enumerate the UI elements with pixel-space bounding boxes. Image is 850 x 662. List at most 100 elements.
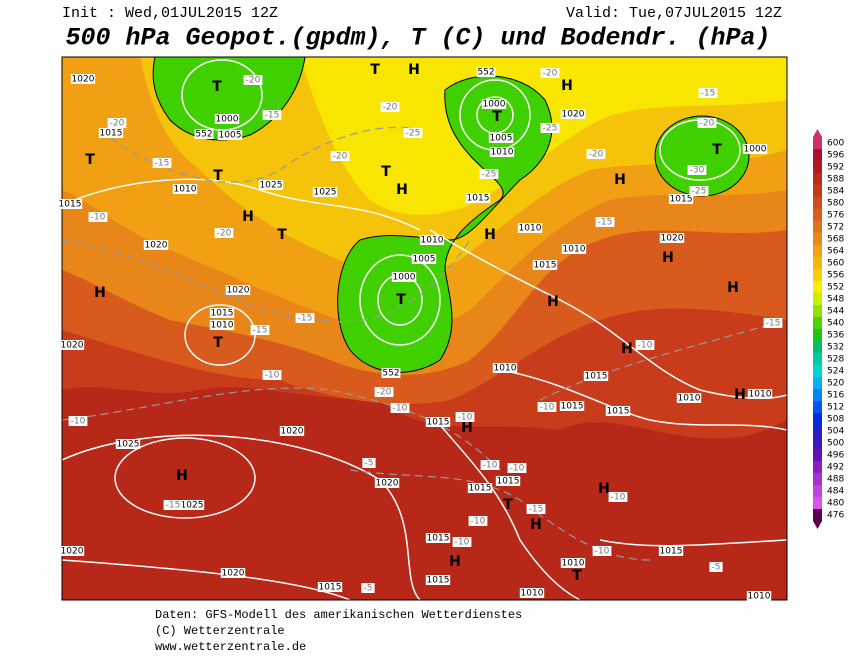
color-swatch (813, 341, 822, 353)
footer-line: www.wetterzentrale.de (155, 640, 306, 654)
contour-label: 1000 (216, 115, 239, 125)
label-box (262, 110, 282, 120)
contour-label: 1015 (670, 195, 693, 205)
contour-label: 1020 (222, 569, 245, 579)
contour-label: -15 (265, 111, 280, 121)
colorbar-label: 492 (827, 463, 844, 473)
contour-label: 1010 (494, 364, 517, 374)
contour-label: -5 (364, 584, 373, 594)
pressure-center: H (621, 341, 633, 357)
colorbar-label: 580 (827, 199, 844, 209)
contour-label: -20 (377, 388, 392, 398)
label-box (243, 75, 263, 85)
label-box (362, 458, 376, 468)
label-box (220, 568, 246, 578)
label-box (59, 340, 85, 350)
colorbar-label: 504 (827, 427, 844, 437)
pressure-center: H (734, 387, 746, 403)
contour-label: -30 (690, 166, 705, 176)
colorbar-label: 588 (827, 175, 844, 185)
label-box (403, 128, 423, 138)
label-box (425, 417, 451, 427)
contour-label: -20 (333, 152, 348, 162)
contour-label: 1010 (519, 224, 542, 234)
label-box (608, 492, 628, 502)
label-box (194, 129, 214, 139)
pressure-center: H (408, 62, 420, 78)
label-box (57, 199, 83, 209)
contour-label: 1020 (376, 479, 399, 489)
contour-label: 1020 (61, 547, 84, 557)
label-box (467, 483, 493, 493)
color-swatch (813, 329, 822, 341)
contour-label: -15 (766, 319, 781, 329)
map (62, 57, 787, 600)
label-box (452, 537, 472, 547)
contour-label: 1010 (491, 148, 514, 158)
colorbar-label: 512 (827, 403, 844, 413)
color-swatch (813, 137, 822, 149)
label-box (507, 463, 527, 473)
label-box (209, 320, 235, 330)
map-title: 500 hPa Geopot.(gpdm), T (C) und Bodendr… (65, 24, 770, 53)
label-box (250, 325, 270, 335)
label-box (698, 88, 718, 98)
label-box (697, 118, 717, 128)
color-swatch (813, 245, 822, 257)
colorbar-label: 524 (827, 367, 844, 377)
label-box (481, 99, 507, 109)
color-swatch (813, 185, 822, 197)
label-box (465, 193, 491, 203)
colorbar-arrow (813, 521, 822, 529)
map-frame (61, 56, 788, 601)
color-swatch (813, 437, 822, 449)
pressure-center: H (242, 209, 254, 225)
colorbar-label: 496 (827, 451, 844, 461)
color-swatch (813, 365, 822, 377)
colorbar-label: 556 (827, 271, 844, 281)
pressure-center: T (712, 142, 722, 158)
label-box (480, 460, 500, 470)
contour-label: 1005 (413, 255, 436, 265)
color-swatch (813, 281, 822, 293)
contour-label: -20 (543, 69, 558, 79)
contour-label: -10 (595, 547, 610, 557)
label-box (747, 389, 773, 399)
pressure-center: H (662, 250, 674, 266)
contour-label: 1015 (100, 129, 123, 139)
pressure-center: H (396, 182, 408, 198)
pressure-center: H (561, 78, 573, 94)
contour-label: -10 (483, 461, 498, 471)
label-box (70, 74, 96, 84)
contour-label: -20 (700, 119, 715, 129)
colorbar-label: 484 (827, 487, 844, 497)
contour-label: 1020 (227, 286, 250, 296)
contour-label: -10 (540, 403, 555, 413)
contour-label: 1015 (660, 547, 683, 557)
pressure-center: T (572, 568, 582, 584)
label-box (540, 68, 560, 78)
colorbar-label: 560 (827, 259, 844, 269)
label-box (586, 149, 606, 159)
color-swatch (813, 173, 822, 185)
color-swatch (813, 149, 822, 161)
contour-label: 1020 (72, 75, 95, 85)
contour-label: 1015 (607, 407, 630, 417)
color-swatch (813, 413, 822, 425)
contour-label: 1015 (534, 261, 557, 271)
footer-line: Daten: GFS-Modell des amerikanischen Wet… (155, 608, 522, 622)
contour-label: 552 (195, 130, 212, 140)
label-box (468, 516, 488, 526)
label-box (361, 583, 375, 593)
contour-label: 1010 (748, 592, 771, 602)
contour-label: 1010 (749, 390, 772, 400)
colorbar-label: 476 (827, 511, 844, 521)
contour-label: 1015 (427, 534, 450, 544)
pressure-center: H (727, 280, 739, 296)
pressure-center: T (503, 497, 513, 513)
contour-label: -10 (458, 413, 473, 423)
contour-label: 1010 (563, 245, 586, 255)
label-box (455, 412, 475, 422)
contour-label: -20 (110, 119, 125, 129)
contour-label: 1025 (181, 501, 204, 511)
